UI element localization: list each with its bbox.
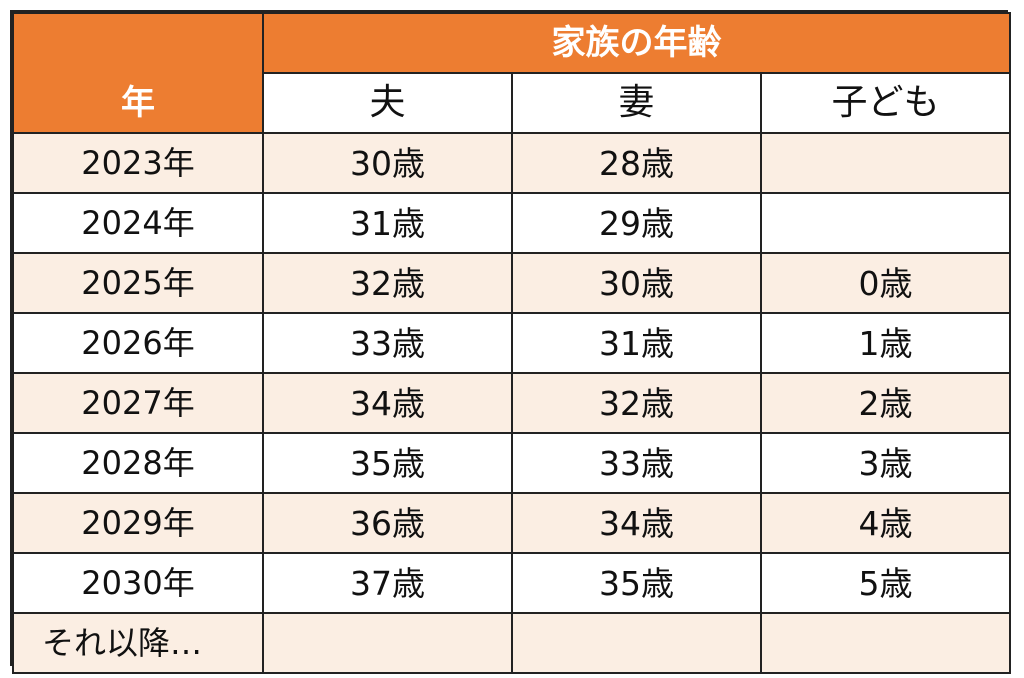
table-row: それ以降… <box>12 612 1012 674</box>
table-row: 2024年 31歳 29歳 <box>12 192 1012 254</box>
child-age-cell: 2歳 <box>759 372 1012 434</box>
child-age-cell <box>759 132 1012 194</box>
family-age-table: 家族の年齢 年 夫 妻 子ども 2023年 30歳 28歳 2024年 31歳 … <box>12 12 1012 674</box>
child-column-header: 子ども <box>759 72 1012 134</box>
child-age-cell <box>759 192 1012 254</box>
year-cell-after: それ以降… <box>12 612 264 674</box>
wife-age-cell: 29歳 <box>511 192 762 254</box>
year-cell: 2027年 <box>12 372 264 434</box>
wife-age-cell <box>511 612 762 674</box>
husband-age-cell: 36歳 <box>262 492 513 554</box>
husband-age-cell: 31歳 <box>262 192 513 254</box>
wife-age-cell: 31歳 <box>511 312 762 374</box>
header-row-members: 年 夫 妻 子ども <box>12 72 1012 134</box>
husband-age-cell: 34歳 <box>262 372 513 434</box>
wife-age-cell: 28歳 <box>511 132 762 194</box>
family-age-group-header: 家族の年齢 <box>261 12 1012 74</box>
table-row: 2027年 34歳 32歳 2歳 <box>12 372 1012 434</box>
table-row: 2029年 36歳 34歳 4歳 <box>12 492 1012 554</box>
child-age-cell: 4歳 <box>759 492 1012 554</box>
wife-age-cell: 34歳 <box>511 492 762 554</box>
year-cell: 2028年 <box>12 432 264 494</box>
year-cell: 2026年 <box>12 312 264 374</box>
table-row: 2026年 33歳 31歳 1歳 <box>12 312 1012 374</box>
child-age-cell: 0歳 <box>759 252 1012 314</box>
child-age-cell: 3歳 <box>759 432 1012 494</box>
table-row: 2030年 37歳 35歳 5歳 <box>12 552 1012 614</box>
year-header-top <box>12 12 264 73</box>
table-row: 2023年 30歳 28歳 <box>12 132 1012 194</box>
year-cell: 2023年 <box>12 132 264 194</box>
family-age-table-container: 家族の年齢 年 夫 妻 子ども 2023年 30歳 28歳 2024年 31歳 … <box>10 10 1012 674</box>
year-cell: 2029年 <box>12 492 264 554</box>
husband-age-cell: 33歳 <box>262 312 513 374</box>
husband-age-cell: 32歳 <box>262 252 513 314</box>
husband-age-cell: 35歳 <box>262 432 513 494</box>
wife-age-cell: 30歳 <box>511 252 762 314</box>
year-cell: 2030年 <box>12 552 264 614</box>
husband-column-header: 夫 <box>262 72 513 134</box>
table-row: 2025年 32歳 30歳 0歳 <box>12 252 1012 314</box>
wife-age-cell: 32歳 <box>511 372 762 434</box>
year-cell: 2024年 <box>12 192 264 254</box>
husband-age-cell: 37歳 <box>262 552 513 614</box>
child-age-cell: 1歳 <box>759 312 1012 374</box>
child-age-cell <box>759 612 1012 674</box>
header-row-top: 家族の年齢 <box>12 12 1012 74</box>
wife-age-cell: 33歳 <box>511 432 762 494</box>
wife-column-header: 妻 <box>511 72 762 134</box>
wife-age-cell: 35歳 <box>511 552 762 614</box>
husband-age-cell <box>262 612 513 674</box>
year-cell: 2025年 <box>12 252 264 314</box>
year-column-header: 年 <box>12 73 264 134</box>
child-age-cell: 5歳 <box>759 552 1012 614</box>
husband-age-cell: 30歳 <box>262 132 513 194</box>
table-row: 2028年 35歳 33歳 3歳 <box>12 432 1012 494</box>
